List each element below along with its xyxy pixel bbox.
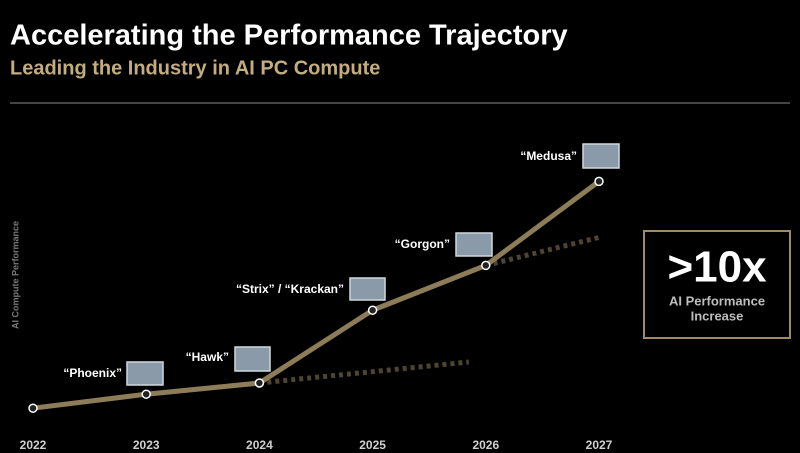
data-line [32,179,601,411]
chart-subtitle: Leading the Industry in AI PC Compute [10,57,380,79]
chips [126,143,620,386]
point-label: “Gorgon” [395,237,450,251]
chip-icon [455,232,493,257]
chip-icon [126,361,164,386]
x-tick-label: 2022 [20,438,47,452]
data-point [594,176,604,187]
callout-text: AI Performance [669,293,765,308]
chip-icon [234,346,271,372]
x-tick-label: 2025 [359,438,386,452]
callout-box [643,230,791,339]
projection-line [259,359,470,386]
y-axis-label: AI Compute Performance [10,221,20,329]
data-point [481,260,491,271]
data-point [141,389,151,399]
data-point [28,403,38,413]
point-label: “Medusa” [520,149,577,163]
chip-icon [349,277,386,301]
chip-icon [582,143,620,169]
point-label: “Phoenix” [63,366,122,380]
x-tick-label: 2024 [246,438,273,452]
data-point [367,305,378,315]
x-tick-label: 2023 [133,438,160,452]
data-point [254,378,265,388]
projection-line [485,234,600,268]
point-label: “Hawk” [186,350,229,364]
chart-title: Accelerating the Performance Trajectory [10,20,568,52]
point-label: “Strix” / “Krackan” [236,282,344,296]
x-tick-label: 2027 [586,438,613,452]
callout-value: >10x [667,243,767,292]
callout-text: Increase [691,308,744,323]
x-tick-label: 2026 [472,438,499,452]
